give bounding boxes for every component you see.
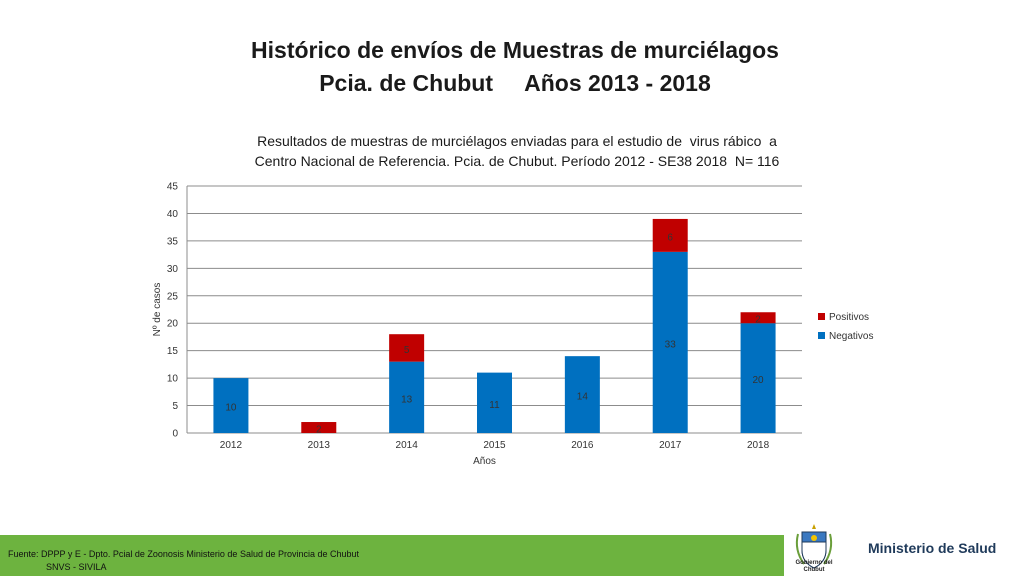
bar-positivos-2014 (389, 334, 425, 362)
bar-negativos-2016 (564, 356, 600, 433)
y-tick-label: 15 (167, 346, 179, 357)
bar-negativos-2017 (652, 251, 688, 433)
bar-positivos-2018 (740, 312, 776, 324)
data-label-negativos-2015: 11 (489, 400, 500, 411)
chart-title: Resultados de muestras de murciélagos en… (0, 131, 1024, 171)
x-tick-label: 2018 (747, 440, 770, 451)
x-tick-label: 2013 (308, 440, 331, 451)
y-tick-label: 40 (167, 209, 179, 220)
data-label-negativos-2014: 13 (401, 394, 413, 405)
y-tick-label: 45 (167, 182, 179, 193)
legend-swatch-negativos (818, 332, 825, 339)
data-label-positivos-2017: 6 (667, 232, 673, 243)
x-tick-label: 2014 (396, 440, 419, 451)
y-tick-label: 10 (167, 374, 179, 385)
bar-negativos-2015 (477, 372, 512, 433)
legend-label-positivos: Positivos (829, 312, 869, 323)
y-tick-label: 5 (172, 401, 178, 412)
bar-negativos-2014 (389, 361, 425, 433)
data-label-negativos-2012: 10 (225, 403, 237, 414)
y-tick-label: 30 (167, 264, 179, 275)
x-tick-label: 2017 (659, 440, 682, 451)
chart-title-line2: Centro Nacional de Referencia. Pcia. de … (254, 153, 780, 169)
legend-label-negativos: Negativos (829, 331, 873, 342)
y-tick-label: 35 (167, 236, 179, 247)
bar-positivos-2017 (652, 218, 688, 252)
x-axis-title: Años (473, 456, 496, 467)
footer-source: Fuente: DPPP y E - Dpto. Pcial de Zoonos… (8, 548, 359, 574)
data-label-negativos-2017: 33 (665, 339, 677, 350)
ministry-logo-text: Ministerio de Salud (868, 540, 997, 556)
footer-line1: Fuente: DPPP y E - Dpto. Pcial de Zoonos… (8, 549, 360, 559)
page-title-line2: Pcia. de Chubut Años 2013 - 2018 (319, 70, 711, 96)
government-shield-icon (795, 524, 833, 569)
data-label-positivos-2014: 5 (404, 345, 410, 356)
x-tick-label: 2012 (220, 440, 243, 451)
government-logo-text: Gobierno del Chubut (795, 560, 833, 573)
page-title: Histórico de envíos de Muestras de murci… (0, 34, 1024, 100)
x-tick-label: 2015 (483, 440, 506, 451)
footer-bar: Fuente: DPPP y E - Dpto. Pcial de Zoonos… (0, 535, 784, 576)
chart-title-line1: Resultados de muestras de murciélagos en… (257, 133, 777, 149)
footer-line2: SNVS - SIVILA (46, 562, 107, 572)
y-tick-label: 20 (167, 319, 179, 330)
bar-negativos-2012 (213, 378, 249, 433)
data-label-positivos-2018: 2 (755, 315, 761, 326)
bar-positivos-2013 (301, 422, 337, 433)
y-axis-title: Nº de casos (152, 283, 163, 337)
x-tick-label: 2016 (571, 440, 594, 451)
y-tick-label: 25 (167, 291, 179, 302)
data-label-negativos-2016: 14 (577, 392, 589, 403)
data-label-negativos-2018: 20 (753, 375, 765, 386)
bar-negativos-2018 (740, 323, 776, 433)
legend-swatch-positivos (818, 313, 825, 320)
page-title-line1: Histórico de envíos de Muestras de murci… (251, 37, 779, 63)
y-tick-label: 0 (172, 429, 178, 440)
data-label-positivos-2013: 2 (316, 425, 322, 436)
